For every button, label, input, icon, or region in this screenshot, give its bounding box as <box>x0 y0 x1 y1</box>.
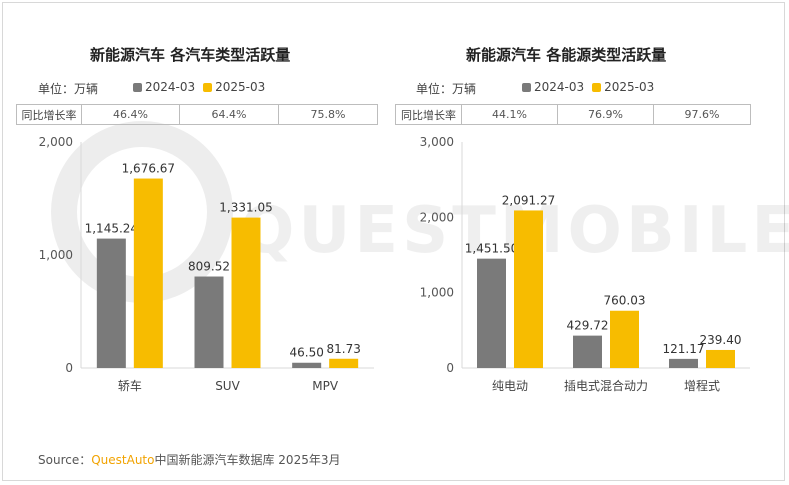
y-tick-label: 0 <box>65 361 73 375</box>
data-label: 1,451.50 <box>465 242 518 256</box>
bar-2025-03-1 <box>231 217 261 368</box>
x-tick-label: 轿车 <box>118 378 142 393</box>
data-label: 46.50 <box>289 346 323 360</box>
bar-2025-03-0 <box>514 210 543 368</box>
right-unit-label: 单位：万辆 <box>416 82 477 96</box>
source-label: Source： <box>38 453 92 467</box>
x-tick-label: 增程式 <box>684 378 720 393</box>
y-tick-label: 2,000 <box>39 135 73 149</box>
growth-cell: 75.8% <box>278 104 378 125</box>
bar-2024-03-0 <box>96 238 126 368</box>
bar-2024-03-1 <box>573 335 602 368</box>
data-label: 1,331.05 <box>219 201 272 215</box>
bar-2024-03-2 <box>292 362 322 368</box>
source-text: 中国新能源汽车数据库 2025年3月 <box>154 453 341 467</box>
right-legend-item-2024: 2024-03 <box>522 80 584 94</box>
growth-cell: 64.4% <box>179 104 279 125</box>
left-legend-item-2025: 2025-03 <box>203 80 265 94</box>
bar-2024-03-2 <box>669 358 698 368</box>
x-tick-label: 插电式混合动力 <box>564 378 648 393</box>
legend-swatch-gray <box>522 82 531 92</box>
data-label: 809.52 <box>188 260 230 274</box>
legend-swatch-gold <box>592 82 602 92</box>
data-label: 121.17 <box>663 342 705 356</box>
data-label: 239.40 <box>700 333 742 347</box>
left-legend: 2024-03 2025-03 <box>133 80 273 94</box>
table-row: 同比增长率 44.1% 76.9% 97.6% <box>395 104 751 125</box>
y-tick-label: 2,000 <box>420 210 454 224</box>
growth-label: 同比增长率 <box>395 104 462 125</box>
legend-label: 2025-03 <box>604 80 655 94</box>
bar-2024-03-0 <box>477 258 506 368</box>
x-tick-label: MPV <box>312 379 339 393</box>
data-label: 760.03 <box>604 294 646 308</box>
growth-cell: 46.4% <box>81 104 180 125</box>
source-note: Source：QuestAuto中国新能源汽车数据库 2025年3月 <box>38 451 340 468</box>
y-tick-label: 1,000 <box>420 286 454 300</box>
x-tick-label: 纯电动 <box>492 379 528 393</box>
data-label: 1,676.67 <box>122 162 175 176</box>
y-tick-label: 0 <box>446 361 454 375</box>
y-tick-label: 1,000 <box>39 248 73 262</box>
legend-swatch-gray <box>133 82 142 92</box>
legend-label: 2024-03 <box>145 80 196 94</box>
left-unit-label: 单位：万辆 <box>38 82 99 96</box>
bar-2024-03-1 <box>194 276 224 368</box>
bar-2025-03-0 <box>133 178 163 368</box>
left-growth-table: 同比增长率 46.4% 64.4% 75.8% <box>16 104 378 125</box>
bar-2025-03-2 <box>706 349 735 368</box>
source-brand: QuestAuto <box>91 453 155 467</box>
left-legend-item-2024: 2024-03 <box>133 80 195 94</box>
data-label: 81.73 <box>326 342 360 356</box>
table-row: 同比增长率 46.4% 64.4% 75.8% <box>16 104 378 125</box>
growth-cell: 76.9% <box>557 104 654 125</box>
data-label: 1,145.24 <box>85 222 138 236</box>
y-tick-label: 3,000 <box>420 135 454 149</box>
growth-cell: 44.1% <box>461 104 558 125</box>
right-growth-table: 同比增长率 44.1% 76.9% 97.6% <box>395 104 751 125</box>
data-label: 2,091.27 <box>502 193 555 207</box>
legend-swatch-gold <box>203 82 213 92</box>
legend-label: 2025-03 <box>215 80 266 94</box>
right-chart-title: 新能源汽车 各能源类型活跃量 <box>466 46 667 64</box>
legend-label: 2024-03 <box>534 80 585 94</box>
growth-cell: 97.6% <box>653 104 751 125</box>
data-label: 429.72 <box>567 319 609 333</box>
x-tick-label: SUV <box>215 379 240 393</box>
bar-2025-03-2 <box>329 358 359 368</box>
right-legend-item-2025: 2025-03 <box>592 80 654 94</box>
bar-2025-03-1 <box>610 310 639 368</box>
left-chart-title: 新能源汽车 各汽车类型活跃量 <box>90 46 291 64</box>
right-legend: 2024-03 2025-03 <box>522 80 662 94</box>
